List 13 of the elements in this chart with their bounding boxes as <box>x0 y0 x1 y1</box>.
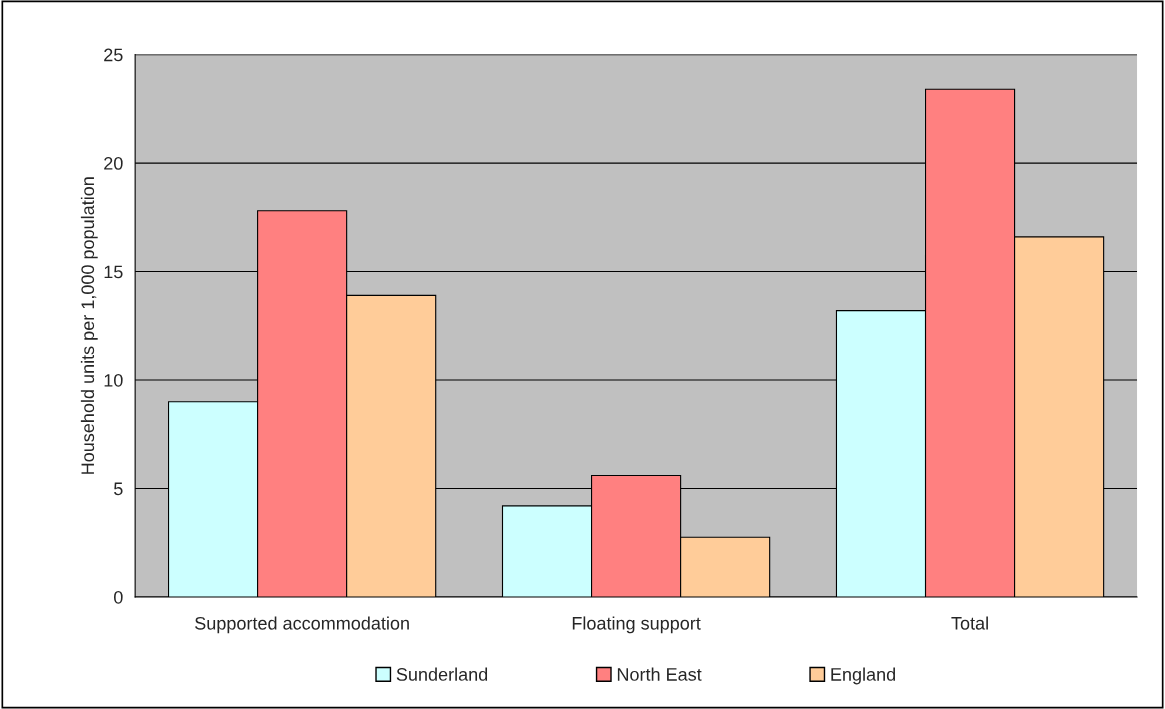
y-tick-label: 15 <box>104 265 123 279</box>
y-tick-label: 20 <box>104 157 123 170</box>
y-tick-label: 0 <box>114 590 123 604</box>
y-tick-label: 25 <box>104 48 123 62</box>
legend-label: North East <box>617 667 702 681</box>
x-tick-label: Total <box>951 616 988 630</box>
y-tick-label: 10 <box>104 373 123 387</box>
legend-label: Sunderland <box>396 667 488 681</box>
y-tick-label: 5 <box>114 482 123 496</box>
x-tick-label: Floating support <box>572 616 701 634</box>
y-axis-title: Household units per 1,000 population <box>80 177 98 474</box>
legend-label: England <box>831 667 896 685</box>
x-tick-label: Supported accommodation <box>195 616 409 634</box>
